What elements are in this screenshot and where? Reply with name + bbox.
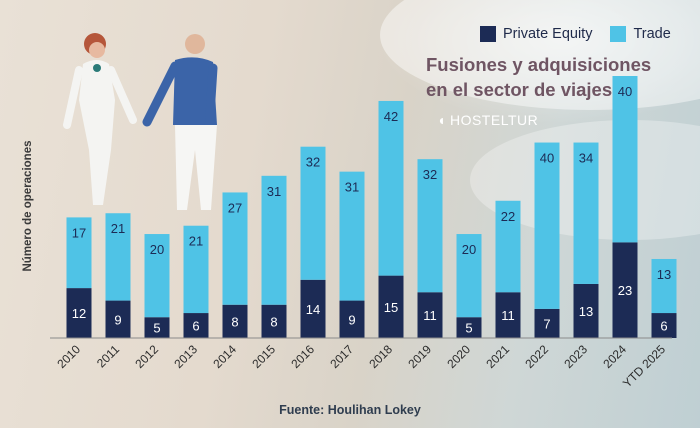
data-label-trade: 21 bbox=[111, 221, 125, 236]
bar-trade bbox=[612, 76, 638, 243]
data-label-trade: 17 bbox=[72, 225, 86, 240]
x-tick-label: 2012 bbox=[132, 342, 161, 371]
x-tick-label: 2014 bbox=[210, 342, 239, 371]
hosteltur-logo: ◖ HOSTELTUR bbox=[437, 112, 538, 128]
data-label-trade: 27 bbox=[228, 200, 242, 215]
logo-mark-icon: ◖ bbox=[437, 112, 446, 128]
x-tick-label: 2011 bbox=[94, 342, 122, 370]
data-label-private-equity: 9 bbox=[348, 312, 355, 327]
data-label-private-equity: 5 bbox=[465, 321, 472, 336]
data-label-trade: 22 bbox=[501, 209, 515, 224]
bar-trade bbox=[261, 175, 287, 305]
bar-private-equity bbox=[222, 304, 248, 338]
beach-couple-photo bbox=[63, 33, 218, 210]
bar-private-equity bbox=[339, 300, 365, 338]
bar-trade bbox=[456, 234, 482, 318]
chart-title: Fusiones y adquisiciones en el sector de… bbox=[426, 52, 651, 102]
chart-title-line-2: en el sector de viajes bbox=[426, 79, 613, 100]
x-tick-label: 2018 bbox=[366, 342, 395, 371]
legend-swatch-trade bbox=[610, 26, 627, 42]
bar-trade bbox=[573, 142, 599, 284]
y-axis-label: Número de operaciones bbox=[22, 140, 34, 272]
bar-private-equity bbox=[144, 317, 170, 338]
data-label-private-equity: 7 bbox=[543, 316, 550, 331]
data-label-private-equity: 8 bbox=[270, 314, 277, 329]
data-label-private-equity: 23 bbox=[618, 283, 632, 298]
data-label-private-equity: 13 bbox=[579, 304, 593, 319]
data-label-trade: 34 bbox=[579, 151, 593, 166]
bar-private-equity bbox=[417, 292, 443, 338]
bar-trade bbox=[183, 225, 209, 314]
data-label-trade: 13 bbox=[657, 267, 671, 282]
legend-label-trade: Trade bbox=[633, 26, 671, 42]
bar-private-equity bbox=[66, 288, 92, 338]
data-label-trade: 21 bbox=[189, 234, 203, 249]
data-label-private-equity: 6 bbox=[192, 319, 199, 334]
data-label-trade: 42 bbox=[384, 109, 398, 124]
bar-trade bbox=[66, 217, 92, 289]
data-label-private-equity: 5 bbox=[153, 321, 160, 336]
legend-swatch-private-equity bbox=[480, 26, 496, 42]
x-tick-label: 2013 bbox=[171, 342, 200, 371]
data-label-private-equity: 12 bbox=[72, 306, 86, 321]
bar-trade bbox=[144, 234, 170, 318]
bar-trade bbox=[495, 200, 521, 293]
data-label-private-equity: 11 bbox=[423, 308, 437, 323]
bar-private-equity bbox=[183, 313, 209, 338]
data-label-trade: 31 bbox=[345, 180, 359, 195]
x-tick-label: 2021 bbox=[483, 342, 512, 371]
data-label-private-equity: 6 bbox=[660, 319, 667, 334]
x-tick-label: 2019 bbox=[405, 342, 434, 371]
data-label-private-equity: 14 bbox=[306, 302, 320, 317]
legend-item-trade: Trade bbox=[610, 26, 671, 42]
data-label-private-equity: 9 bbox=[114, 312, 121, 327]
bar-private-equity bbox=[534, 308, 560, 338]
bar-private-equity bbox=[261, 304, 287, 338]
x-tick-label: YTD 2025 bbox=[620, 342, 668, 390]
bar-trade bbox=[300, 146, 326, 280]
bar-trade bbox=[222, 192, 248, 305]
data-label-private-equity: 11 bbox=[501, 308, 515, 323]
data-label-trade: 20 bbox=[462, 242, 476, 257]
bar-private-equity bbox=[651, 313, 677, 338]
bar-private-equity bbox=[612, 242, 638, 338]
data-label-private-equity: 8 bbox=[231, 314, 238, 329]
data-label-trade: 31 bbox=[267, 184, 281, 199]
x-tick-label: 2023 bbox=[561, 342, 590, 371]
bar-trade bbox=[651, 258, 677, 314]
data-label-trade: 20 bbox=[150, 242, 164, 257]
bar-trade bbox=[339, 171, 365, 301]
chart-title-line-1: Fusiones y adquisiciones bbox=[426, 54, 652, 75]
data-label-private-equity: 15 bbox=[384, 300, 398, 315]
bar-private-equity bbox=[378, 275, 404, 338]
chart-source: Fuente: Houlihan Lokey bbox=[279, 403, 421, 417]
data-label-trade: 32 bbox=[423, 167, 437, 182]
bar-private-equity bbox=[495, 292, 521, 338]
x-tick-label: 2022 bbox=[522, 342, 551, 371]
x-tick-label: 2010 bbox=[54, 342, 83, 371]
bar-private-equity bbox=[300, 279, 326, 338]
data-label-trade: 40 bbox=[540, 151, 554, 166]
bar-private-equity bbox=[456, 317, 482, 338]
x-tick-label: 2015 bbox=[249, 342, 278, 371]
logo-text: HOSTELTUR bbox=[449, 112, 539, 128]
bar-trade bbox=[534, 142, 560, 309]
x-tick-label: 2016 bbox=[288, 342, 317, 371]
legend-item-private-equity: Private Equity bbox=[480, 26, 592, 42]
chart-legend: Private Equity Trade bbox=[480, 26, 671, 42]
bar-trade bbox=[105, 213, 131, 301]
bar-private-equity bbox=[105, 300, 131, 338]
x-tick-label: 2017 bbox=[327, 342, 356, 371]
bar-trade bbox=[378, 100, 404, 276]
data-label-trade: 40 bbox=[618, 84, 632, 99]
legend-label-private-equity: Private Equity bbox=[503, 26, 593, 42]
data-label-trade: 32 bbox=[306, 155, 320, 170]
bar-private-equity bbox=[573, 283, 599, 338]
x-tick-label: 2020 bbox=[444, 342, 473, 371]
bar-trade bbox=[417, 159, 443, 293]
x-tick-label: 2024 bbox=[600, 342, 629, 371]
